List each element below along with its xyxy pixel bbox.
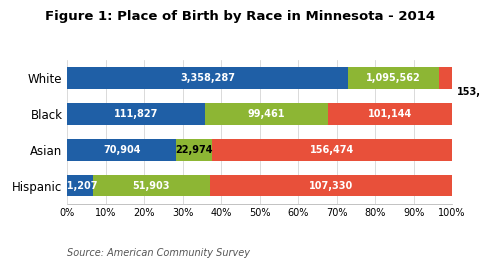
Text: 22,974: 22,974: [175, 145, 212, 155]
Text: 99,461: 99,461: [247, 109, 285, 119]
Bar: [211, 139, 451, 161]
Bar: [67, 175, 93, 196]
Text: 156,474: 156,474: [309, 145, 353, 155]
Text: 70,904: 70,904: [103, 145, 140, 155]
Bar: [327, 103, 451, 125]
Bar: [347, 67, 438, 89]
Bar: [209, 175, 451, 196]
Text: 11,207: 11,207: [61, 181, 98, 191]
Text: 107,330: 107,330: [308, 181, 352, 191]
Text: 153,110: 153,110: [456, 87, 480, 97]
Bar: [93, 175, 209, 196]
Text: 101,144: 101,144: [367, 109, 411, 119]
Text: 51,903: 51,903: [132, 181, 169, 191]
Bar: [67, 139, 176, 161]
Bar: [438, 67, 451, 89]
Bar: [67, 67, 347, 89]
Bar: [67, 103, 204, 125]
Text: 3,358,287: 3,358,287: [180, 73, 235, 83]
Text: 111,827: 111,827: [114, 109, 158, 119]
Bar: [204, 103, 327, 125]
Bar: [176, 139, 211, 161]
Text: 1,095,562: 1,095,562: [365, 73, 420, 83]
Text: Figure 1: Place of Birth by Race in Minnesota - 2014: Figure 1: Place of Birth by Race in Minn…: [45, 10, 435, 23]
Text: Source: American Community Survey: Source: American Community Survey: [67, 248, 250, 258]
